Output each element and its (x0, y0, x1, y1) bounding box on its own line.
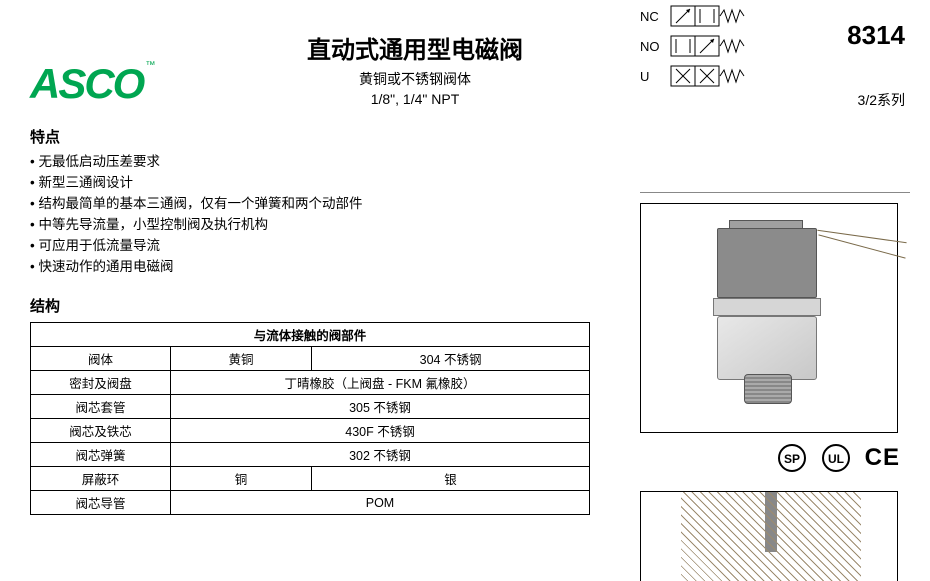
series-label: 3/2系列 (858, 90, 905, 110)
row-label: 阀芯导管 (31, 491, 171, 515)
features-heading: 特点 (30, 126, 620, 147)
ce-mark-icon: CE (865, 444, 900, 472)
schematic-u: U (640, 65, 910, 87)
row-cell: 305 不锈钢 (171, 395, 590, 419)
row-label: 阀芯弹簧 (31, 443, 171, 467)
table-row: 屏蔽环 铜 银 (31, 467, 590, 491)
product-photo (640, 203, 898, 433)
title-block: 直动式通用型电磁阀 黄铜或不锈钢阀体 1/8", 1/4" NPT (210, 10, 620, 107)
row-label: 阀芯及铁芯 (31, 419, 171, 443)
table-row: 阀芯导管 POM (31, 491, 590, 515)
brand-logo: ASCO™ (30, 10, 210, 108)
row-cell: 银 (312, 467, 590, 491)
nc-label: NC (640, 9, 664, 24)
features-list: 无最低启动压差要求 新型三通阀设计 结构最简单的基本三通阀，仅有一个弹簧和两个动… (30, 151, 620, 277)
row-cell: 铜 (171, 467, 312, 491)
u-symbol-icon (670, 65, 785, 87)
no-symbol-icon (670, 35, 785, 57)
row-cell: 黄铜 (171, 347, 312, 371)
row-label: 阀芯套管 (31, 395, 171, 419)
row-label: 密封及阀盘 (31, 371, 171, 395)
row-cell: 丁晴橡胶（上阀盘 - FKM 氟橡胶） (171, 371, 590, 395)
nc-symbol-icon: 32 (670, 5, 785, 27)
title-main: 直动式通用型电磁阀 (210, 30, 620, 65)
feature-item: 新型三通阀设计 (30, 172, 620, 193)
title-sub1: 黄铜或不锈钢阀体 (210, 69, 620, 89)
row-cell: POM (171, 491, 590, 515)
feature-item: 无最低启动压差要求 (30, 151, 620, 172)
feature-item: 中等先导流量，小型控制阀及执行机构 (30, 214, 620, 235)
feature-item: 可应用于低流量导流 (30, 235, 620, 256)
fluid-parts-table: 与流体接触的阀部件 阀体 黄铜 304 不锈钢 密封及阀盘 丁晴橡胶（上阀盘 -… (30, 322, 590, 515)
table-row: 阀芯及铁芯 430F 不锈钢 (31, 419, 590, 443)
logo-tm: ™ (145, 60, 155, 71)
row-cell: 302 不锈钢 (171, 443, 590, 467)
model-number: 8314 (847, 20, 905, 51)
title-sub2: 1/8", 1/4" NPT (210, 91, 620, 107)
structure-heading: 结构 (30, 295, 620, 316)
table-row: 阀芯弹簧 302 不锈钢 (31, 443, 590, 467)
no-label: NO (640, 39, 664, 54)
table-row: 密封及阀盘 丁晴橡胶（上阀盘 - FKM 氟橡胶） (31, 371, 590, 395)
logo-text: ASCO (30, 60, 143, 107)
table-title: 与流体接触的阀部件 (31, 323, 590, 347)
ul-mark-icon: UL (821, 443, 851, 473)
row-cell: 304 不锈钢 (312, 347, 590, 371)
row-label: 屏蔽环 (31, 467, 171, 491)
section-drawing (640, 491, 898, 581)
feature-item: 快速动作的通用电磁阀 (30, 256, 620, 277)
csa-mark-icon: SP (777, 443, 807, 473)
row-label: 阀体 (31, 347, 171, 371)
table-row: 阀体 黄铜 304 不锈钢 (31, 347, 590, 371)
svg-text:SP: SP (784, 452, 800, 466)
valve-illustration (689, 228, 849, 408)
svg-text:UL: UL (828, 452, 844, 466)
feature-item: 结构最简单的基本三通阀，仅有一个弹簧和两个动部件 (30, 193, 620, 214)
certifications: SP UL CE (640, 443, 910, 473)
table-row: 阀芯套管 305 不锈钢 (31, 395, 590, 419)
row-cell: 430F 不锈钢 (171, 419, 590, 443)
u-label: U (640, 69, 664, 84)
